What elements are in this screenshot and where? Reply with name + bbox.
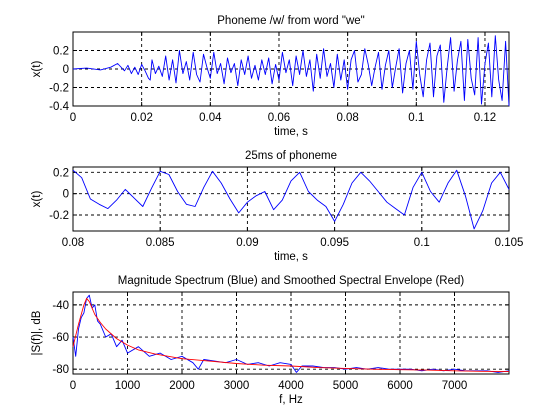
x-tick-label: 0 — [70, 112, 76, 124]
y-axis-label: x(t) — [31, 191, 43, 208]
x-axis-label: time, s — [274, 251, 308, 263]
x-tick-label: 7000 — [442, 380, 468, 392]
chart-title: 25ms of phoneme — [245, 150, 337, 162]
y-axis-label: x(t) — [31, 61, 43, 78]
x-tick-label: 0.095 — [320, 237, 349, 249]
x-tick-label: 6000 — [387, 380, 413, 392]
x-tick-label: 0.09 — [236, 237, 258, 249]
y-tick-label: 0 — [63, 189, 69, 201]
y-tick-label: -60 — [52, 332, 69, 344]
x-tick-label: 3000 — [224, 380, 250, 392]
x-tick-label: 0.1 — [414, 237, 430, 249]
x-tick-label: 0.085 — [146, 237, 175, 249]
y-axis-label: |S(f)|, dB — [31, 310, 43, 355]
x-tick-label: 5000 — [333, 380, 359, 392]
x-tick-label: 4000 — [278, 380, 304, 392]
x-tick-label: 2000 — [169, 380, 195, 392]
y-tick-label: 0.2 — [53, 167, 69, 179]
x-tick-label: 0.1 — [408, 112, 424, 124]
x-tick-label: 0.02 — [130, 112, 152, 124]
panel-magnitude-spectrum: 0 1000 2000 3000 4000 5000 6000 7000 -80 -60 -40 M… — [31, 275, 509, 406]
x-axis-label: f, Hz — [279, 394, 303, 406]
panel-phoneme-full: 0 0.02 0.04 0.06 0.08 0.1 0.12 -0.4 -0.2 0 0.2 Pho… — [31, 15, 509, 138]
x-tick-label: 0.08 — [336, 112, 358, 124]
x-tick-label: 0.12 — [474, 112, 496, 124]
x-tick-label: 0 — [70, 380, 76, 392]
y-tick-label: 0 — [63, 64, 69, 76]
chart-title: Phoneme /w/ from word "we" — [217, 15, 365, 27]
x-tick-label: 0.04 — [199, 112, 222, 124]
y-tick-label: 0.2 — [53, 46, 69, 58]
x-tick-label: 0.08 — [62, 237, 84, 249]
x-axis-label: time, s — [274, 126, 308, 138]
plot-area — [73, 167, 509, 231]
x-tick-label: 1000 — [115, 380, 141, 392]
y-tick-label: -80 — [52, 364, 69, 376]
y-tick-label: -40 — [52, 300, 69, 312]
y-tick-label: -0.2 — [49, 83, 69, 95]
y-tick-label: -0.4 — [49, 101, 69, 113]
chart-title: Magnitude Spectrum (Blue) and Smoothed S… — [118, 275, 465, 287]
x-tick-label: 0.105 — [495, 237, 524, 249]
panel-phoneme-25ms: 0.08 0.085 0.09 0.095 0.1 0.105 -0.2 0 0.2 25ms … — [31, 150, 523, 263]
x-tick-label: 0.06 — [268, 112, 290, 124]
y-tick-label: -0.2 — [49, 210, 69, 222]
